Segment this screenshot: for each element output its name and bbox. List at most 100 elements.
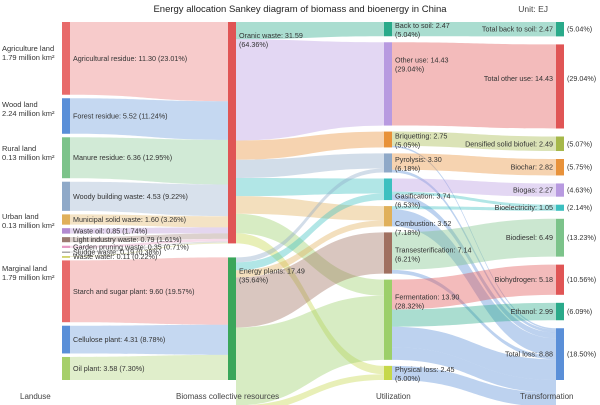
- flow-collective-to-utilization: [236, 233, 384, 375]
- flow-collective-to-utilization: [236, 39, 384, 141]
- flow-collective-to-utilization: [236, 168, 384, 263]
- flow-collective-to-utilization: [236, 213, 384, 296]
- land-rural: Rural land 0.13 million km²: [2, 144, 62, 162]
- flow-source-to-collective: [70, 181, 228, 217]
- transformation-label: Total loss: 8.88: [505, 350, 553, 359]
- source-node: [62, 137, 70, 179]
- flow-source-to-collective: [70, 354, 228, 380]
- transformation-pct: (4.63%): [567, 186, 592, 195]
- source-label: Forest residue: 5.52 (11.24%): [73, 112, 168, 121]
- transformation-node: [556, 218, 564, 257]
- flow-collective-to-utilization: [236, 22, 384, 40]
- land-name: Marginal land: [2, 264, 48, 273]
- utilization-label: Briquetting: 2.75: [395, 131, 447, 140]
- source-node: [62, 228, 70, 234]
- axis-label-biomass: Biomass collective resources: [176, 392, 280, 401]
- transformation-node: [556, 44, 564, 129]
- flow-utilization-to-transformation: [392, 153, 556, 176]
- transformation-pct: (5.07%): [567, 139, 592, 148]
- source-node: [62, 237, 70, 243]
- utilization-node: [384, 42, 392, 126]
- transformation-label: Biogas: 2.27: [513, 186, 553, 195]
- utilization-pct: (6.18%): [395, 164, 420, 173]
- transformation-node: [556, 159, 564, 176]
- flow-collective-to-utilization: [236, 193, 384, 271]
- source-node: [62, 260, 70, 323]
- transformation-pct: (5.04%): [567, 25, 592, 34]
- transformation-label: Bioelectricity: 1.05: [495, 203, 553, 212]
- flow-source-to-collective: [70, 238, 228, 248]
- transformation-node: [556, 264, 564, 295]
- transformation-node: [556, 328, 564, 380]
- flow-source-to-collective: [70, 137, 228, 185]
- axis-label-utilization: Utilization: [376, 392, 411, 401]
- utilization-node: [384, 206, 392, 227]
- transformation-node: [556, 204, 564, 211]
- source-node: [62, 356, 70, 380]
- source-node: [62, 325, 70, 354]
- land-urban: Urban land 0.13 million km²: [2, 212, 62, 230]
- utilization-pct: (7.18%): [395, 228, 420, 237]
- transformation-pct: (10.56%): [567, 275, 596, 284]
- utilization-node: [384, 178, 392, 201]
- source-label: Cellulose plant: 4.31 (8.78%): [73, 335, 165, 344]
- source-node: [62, 22, 70, 95]
- utilization-node: [384, 153, 392, 173]
- flow-collective-to-utilization: [248, 374, 384, 405]
- source-label: Agricultural residue: 11.30 (23.01%): [73, 54, 187, 63]
- utilization-pct: (6.21%): [395, 254, 420, 263]
- land-area: 0.13 million km²: [2, 221, 55, 230]
- flow-source-to-collective: [70, 257, 228, 325]
- utilization-node: [384, 365, 392, 380]
- utilization-node: [384, 131, 392, 148]
- land-area: 0.13 million km²: [2, 153, 55, 162]
- transformation-label: Biohydrogen: 5.18: [495, 275, 553, 284]
- flow-utilization-to-transformation: [392, 326, 556, 380]
- utilization-node: [384, 232, 392, 274]
- flow-source-to-collective: [70, 214, 228, 228]
- flow-utilization-to-transformation: [392, 191, 556, 208]
- land-area: 1.79 million km²: [2, 273, 55, 282]
- utilization-node: [384, 22, 392, 37]
- source-label: Garden pruning waste: 0.35 (0.71%): [73, 242, 189, 251]
- flow-utilization-to-transformation: [392, 178, 556, 197]
- utilization-pct: (5.05%): [395, 140, 420, 149]
- transformation-label: Densified solid biofuel: 2.49: [465, 139, 553, 148]
- land-wood: Wood land 2.24 million km²: [2, 100, 62, 118]
- utilization-label: Fermentation: 13.90: [395, 293, 459, 302]
- collective-node: [228, 22, 236, 244]
- flow-utilization-to-transformation: [392, 145, 556, 330]
- land-name: Urban land: [2, 212, 39, 221]
- flow-source-to-collective: [70, 242, 228, 257]
- source-label: Sludge waste: 0.19 (0.38%): [73, 248, 161, 257]
- source-label: Waste oil: 0.85 (1.74%): [73, 226, 147, 235]
- transformation-node: [556, 136, 564, 152]
- flow-utilization-to-transformation: [392, 302, 556, 327]
- flow-utilization-to-transformation: [392, 169, 556, 333]
- transformation-pct: (29.04%): [567, 74, 596, 83]
- land-name: Agriculture land: [2, 44, 55, 53]
- flow-utilization-to-transformation: [392, 209, 556, 356]
- flow-utilization-to-transformation: [392, 347, 556, 393]
- transformation-label: Biodiesel: 6.49: [506, 233, 553, 242]
- source-label: Municipal solid waste: 1.60 (3.26%): [73, 215, 186, 224]
- utilization-pct: (5.04%): [395, 30, 420, 39]
- source-node: [62, 98, 70, 134]
- land-name: Wood land: [2, 100, 38, 109]
- utilization-label: Combustion: 3.52: [395, 219, 451, 228]
- transformation-node: [556, 183, 564, 197]
- transformation-node: [556, 302, 564, 321]
- utilization-pct: (28.32%): [395, 302, 424, 311]
- flow-utilization-to-transformation: [392, 206, 556, 211]
- collective-pct: (64.36%): [239, 40, 268, 49]
- transformation-pct: (6.09%): [567, 307, 592, 316]
- flow-collective-to-utilization: [236, 220, 384, 278]
- transformation-pct: (5.75%): [567, 163, 592, 172]
- flow-source-to-collective: [70, 22, 228, 102]
- axis-label-transformation: Transformation: [520, 392, 574, 401]
- chart-title: Energy allocation Sankey diagram of biom…: [153, 4, 447, 15]
- collective-pct: (35.64%): [239, 275, 268, 284]
- collective-node: [228, 257, 236, 380]
- utilization-label: Gasification: 3.74: [395, 191, 451, 200]
